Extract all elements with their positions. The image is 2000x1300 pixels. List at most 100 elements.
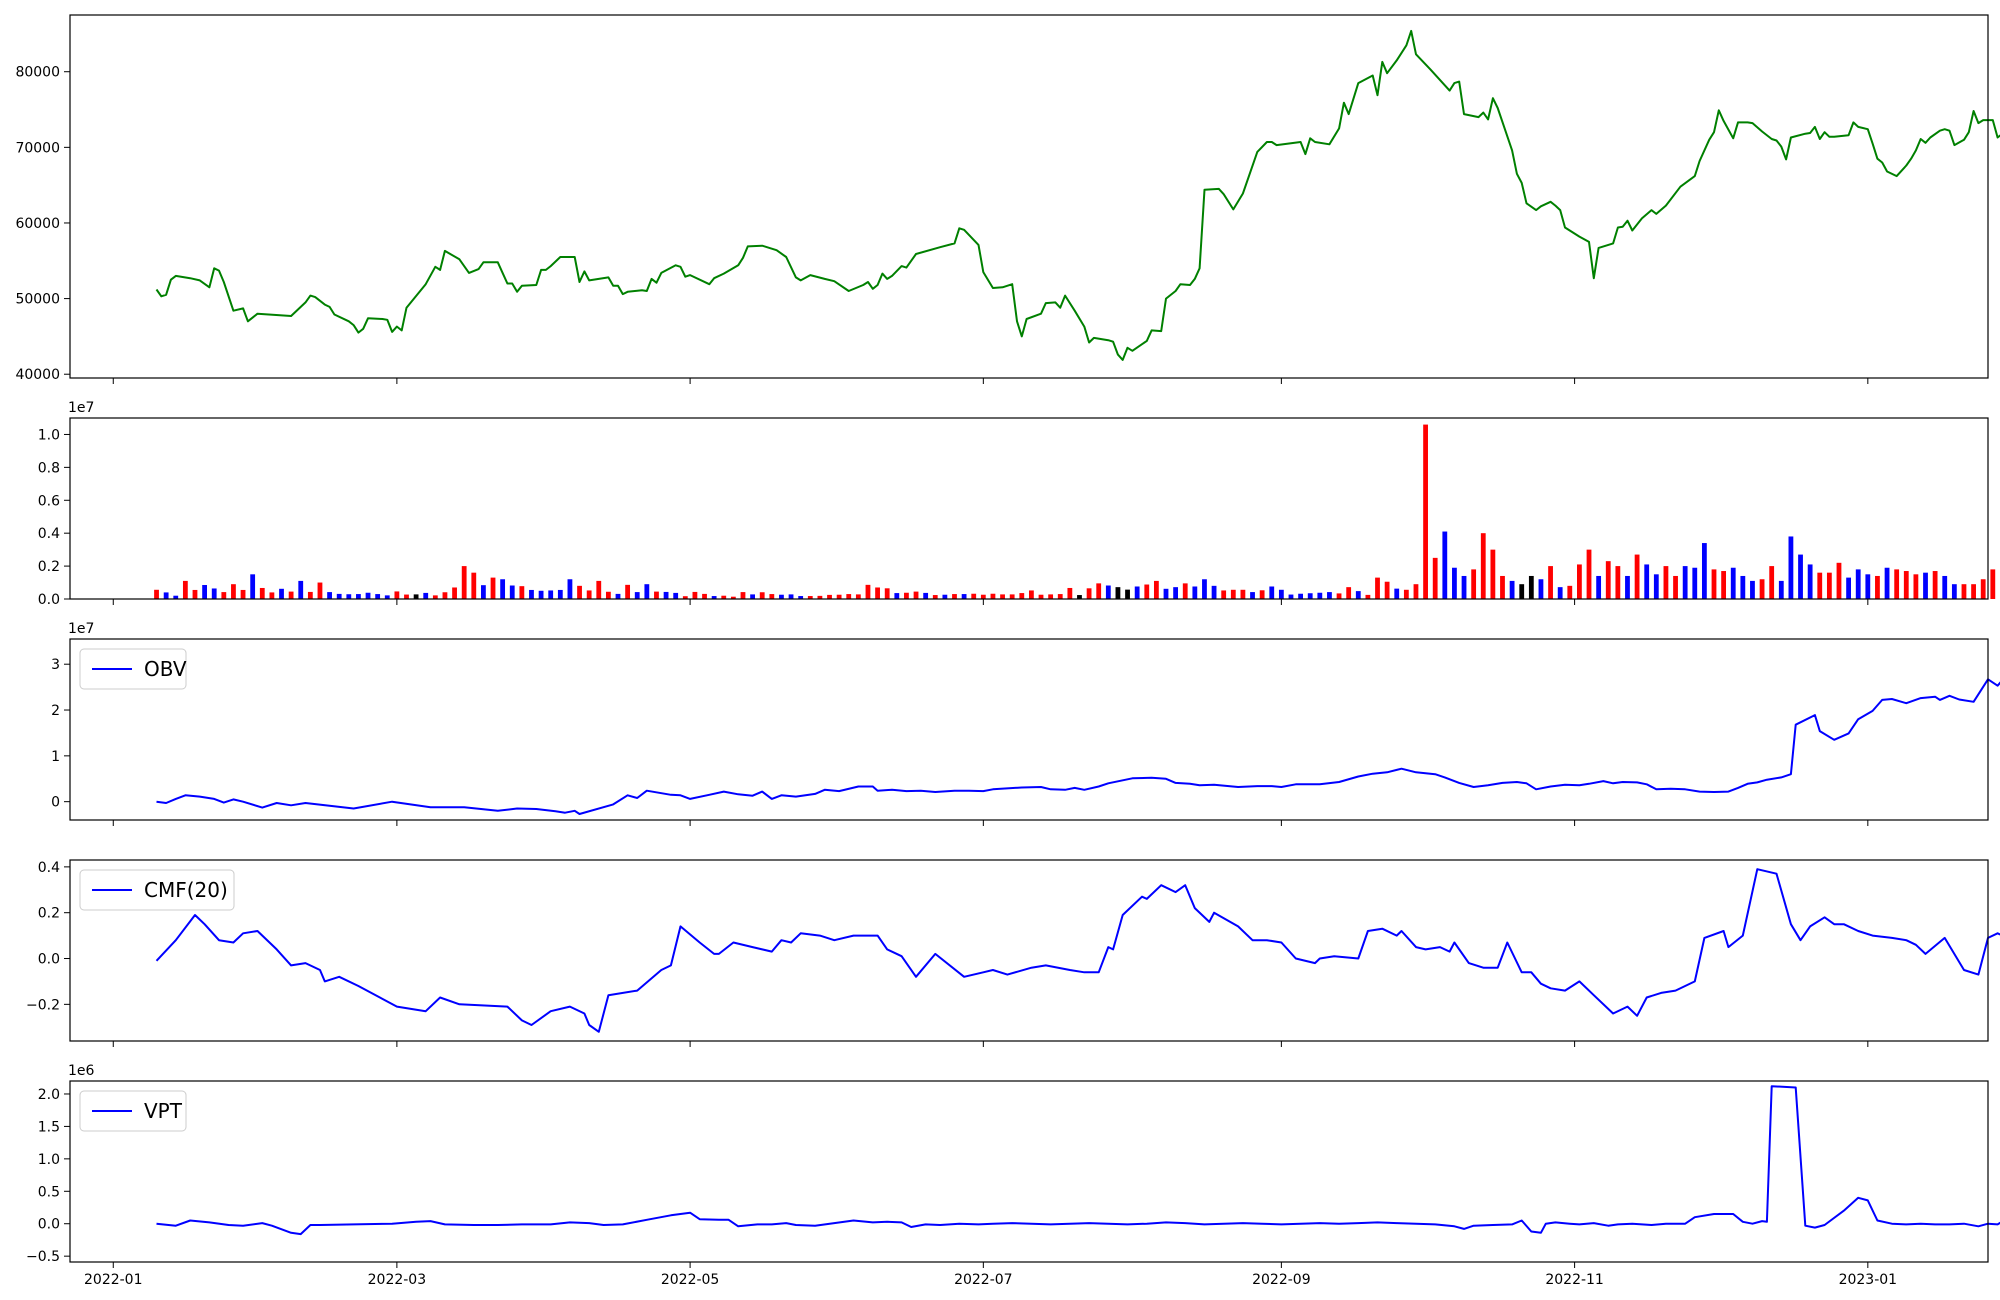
volume-bar bbox=[1230, 589, 1236, 599]
volume-bar bbox=[865, 584, 871, 599]
volume-bar bbox=[375, 594, 381, 599]
volume-bar bbox=[548, 590, 554, 599]
volume-bar bbox=[1817, 572, 1823, 599]
volume-bar bbox=[663, 591, 669, 599]
axes-frame bbox=[69, 14, 1989, 379]
legend: VPT bbox=[79, 1090, 187, 1132]
volume-bar bbox=[259, 587, 265, 599]
volume-bar bbox=[317, 582, 323, 599]
volume-bar bbox=[1480, 533, 1486, 599]
volume-bar bbox=[211, 588, 217, 599]
volume-bar bbox=[557, 589, 563, 599]
volume-bar bbox=[1173, 587, 1179, 599]
legend-label: VPT bbox=[144, 1099, 183, 1123]
volume-bar bbox=[1692, 567, 1698, 599]
y-tick-label: 1 bbox=[51, 749, 60, 765]
volume-bar bbox=[394, 591, 400, 599]
volume-bar bbox=[327, 592, 332, 599]
axes-frame bbox=[69, 417, 1989, 600]
volume-bar bbox=[1990, 569, 1996, 599]
volume-bar bbox=[1567, 585, 1573, 599]
y-tick-label: 0.0 bbox=[38, 1217, 60, 1233]
volume-bar bbox=[1875, 575, 1880, 599]
volume-bar bbox=[1778, 580, 1784, 599]
volume-bar bbox=[1029, 590, 1034, 599]
volume-bar bbox=[202, 585, 207, 599]
y-tick-label: 0 bbox=[51, 795, 60, 811]
volume-bar bbox=[913, 591, 919, 599]
y-tick-label: 60000 bbox=[15, 216, 60, 232]
volume-bar bbox=[288, 591, 294, 599]
volume-bar bbox=[307, 591, 313, 599]
y-tick-label: 0.0 bbox=[38, 952, 60, 968]
volume-bar bbox=[1096, 583, 1102, 599]
volume-bar bbox=[567, 579, 573, 599]
volume-bar bbox=[1182, 583, 1188, 599]
volume-bar bbox=[1788, 536, 1794, 599]
volume-bar bbox=[1317, 592, 1323, 599]
volume-bar bbox=[692, 591, 698, 599]
volume-bar bbox=[182, 580, 188, 599]
y-tick-label: 0.4 bbox=[38, 526, 60, 542]
y-tick-label: −0.2 bbox=[26, 997, 60, 1013]
volume-bar bbox=[1673, 575, 1678, 599]
legend-label: OBV bbox=[144, 657, 187, 681]
volume-bar bbox=[990, 593, 996, 599]
volume-bar bbox=[894, 593, 900, 599]
volume-bar bbox=[1259, 590, 1265, 599]
volume-bar bbox=[1163, 588, 1169, 599]
y-tick-label: 80000 bbox=[15, 65, 60, 81]
x-tick-label: 2022-03 bbox=[368, 1272, 427, 1288]
volume-bar bbox=[875, 587, 880, 599]
volume-bar bbox=[673, 592, 679, 599]
volume-bar bbox=[1009, 594, 1015, 599]
volume-bar bbox=[1211, 585, 1217, 599]
volume-bar bbox=[1471, 569, 1477, 599]
y-tick-label: 50000 bbox=[15, 292, 60, 308]
cmf-line bbox=[155, 868, 2000, 1033]
y-tick-label: 1.0 bbox=[38, 1152, 60, 1168]
vpt-line bbox=[156, 1085, 2000, 1236]
volume-bar bbox=[615, 593, 621, 599]
volume-bar bbox=[730, 596, 736, 599]
volume-bar bbox=[1288, 594, 1294, 599]
volume-bar bbox=[1903, 571, 1909, 599]
volume-bar bbox=[1826, 572, 1832, 599]
obv-panel: 0 1 2 3 1e7 OBV bbox=[51, 621, 2000, 826]
y-tick-label: 0.2 bbox=[38, 559, 60, 575]
volume-bar bbox=[481, 585, 486, 599]
y-tick-label: 1.0 bbox=[38, 427, 60, 443]
volume-bar bbox=[1394, 588, 1400, 599]
volume-bar bbox=[817, 595, 823, 599]
volume-bar bbox=[1019, 593, 1025, 599]
volume-bar bbox=[1807, 564, 1813, 599]
volume-bar bbox=[279, 588, 284, 599]
legend-box bbox=[79, 869, 235, 911]
volume-bar bbox=[452, 587, 457, 599]
volume-bar bbox=[750, 594, 755, 599]
volume-bar bbox=[269, 592, 275, 599]
volume-bar bbox=[1269, 586, 1275, 599]
volume-bar bbox=[596, 580, 602, 599]
volume-bar bbox=[1759, 579, 1765, 599]
volume-bar bbox=[1625, 575, 1630, 599]
volume-bar bbox=[356, 594, 361, 599]
volume-bar bbox=[231, 584, 236, 599]
axes-frame bbox=[69, 859, 1989, 1042]
volume-bar bbox=[1057, 594, 1063, 599]
scale-offset-label: 1e6 bbox=[68, 1063, 95, 1079]
volume-bar bbox=[1769, 566, 1775, 599]
volume-bar bbox=[836, 594, 842, 599]
legend-label: CMF(20) bbox=[144, 878, 228, 902]
y-tick-label: 70000 bbox=[15, 140, 60, 156]
x-tick-label: 2023-01 bbox=[1839, 1272, 1898, 1288]
price-panel: 40000 50000 60000 70000 80000 bbox=[15, 14, 2000, 384]
volume-bar bbox=[1403, 589, 1409, 599]
volume-bar bbox=[1307, 593, 1313, 599]
volume-bar bbox=[192, 589, 198, 599]
volume-bar bbox=[1894, 569, 1900, 599]
volume-bar bbox=[413, 594, 419, 599]
x-tick-label: 2022-11 bbox=[1545, 1272, 1604, 1288]
y-tick-label: 0.8 bbox=[38, 460, 60, 476]
y-tick-label: −0.5 bbox=[26, 1249, 60, 1265]
